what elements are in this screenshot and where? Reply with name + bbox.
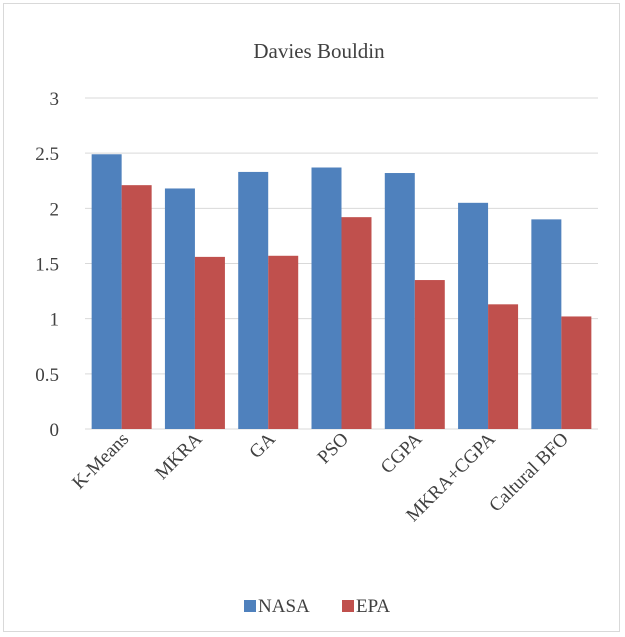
bar-nasa [311,167,342,429]
legend: NASA EPA [244,596,390,617]
bars [91,154,592,429]
bar-nasa [384,173,415,429]
x-tick-label: GA [245,428,279,462]
y-axis-ticks: 0 0.5 1 1.5 2 2.5 3 [35,89,59,441]
x-tick-label: CGPA [377,428,427,478]
bar-nasa [164,188,195,429]
bar-epa [194,256,225,429]
y-tick-label: 2 [50,199,60,220]
bar-nasa [238,171,269,429]
bar-nasa [531,219,562,429]
y-tick-label: 0 [50,420,60,441]
bar-nasa [458,202,489,429]
bar-epa [268,255,299,429]
y-tick-label: 3 [50,89,60,110]
bar-epa [414,280,445,429]
bar-nasa [91,154,122,429]
bar-epa [488,304,519,429]
bar-epa [561,316,592,429]
y-tick-label: 0.5 [35,365,59,386]
bar-epa [341,217,372,429]
x-tick-label: Caltural BFO [485,429,573,517]
y-tick-label: 2.5 [35,144,59,165]
y-tick-label: 1 [50,310,60,331]
chart-title: Davies Bouldin [253,39,385,63]
y-tick-label: 1.5 [35,255,59,276]
x-tick-label: PSO [314,429,353,468]
legend-label-epa: EPA [356,596,390,617]
legend-swatch-nasa [244,600,256,612]
legend-swatch-epa [342,600,354,612]
legend-label-nasa: NASA [258,596,310,617]
x-tick-label: MKRA [151,428,206,483]
x-tick-label: K-Means [68,429,133,494]
bar-epa [121,185,152,429]
